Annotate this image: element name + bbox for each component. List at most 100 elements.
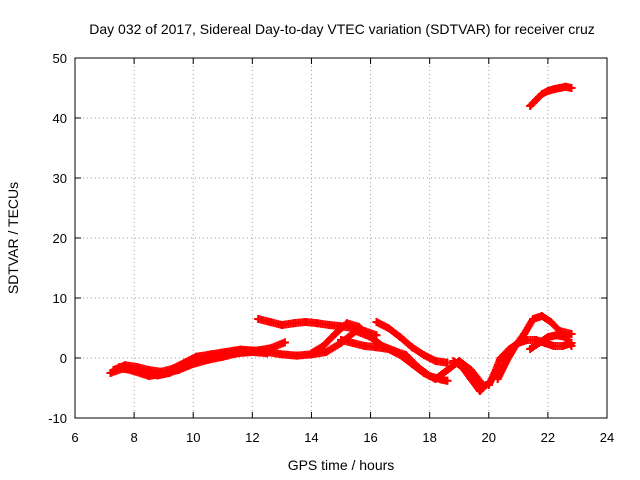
data-point	[537, 312, 546, 320]
data-point	[319, 342, 328, 350]
data-point	[322, 348, 331, 356]
x-tick-label: 12	[245, 430, 259, 445]
y-tick-label: 10	[53, 291, 67, 306]
data-point	[449, 357, 458, 365]
x-tick-label: 8	[130, 430, 137, 445]
data-point	[529, 315, 538, 323]
data-point	[567, 84, 576, 92]
y-axis-label: SDTVAR / TECUs	[5, 182, 21, 294]
y-tick-label: 0	[60, 351, 67, 366]
data-point	[159, 369, 168, 378]
series-track-3	[115, 348, 272, 380]
data-point	[537, 90, 546, 98]
data-point	[372, 318, 381, 326]
data-point	[502, 357, 511, 365]
data-point	[233, 349, 242, 358]
data-point	[174, 366, 183, 374]
data-point	[396, 333, 405, 341]
data-point	[419, 351, 428, 359]
data-point	[458, 363, 467, 371]
data-point	[419, 369, 428, 377]
data-point	[292, 351, 301, 360]
chart-title: Day 032 of 2017, Sidereal Day-to-day VTE…	[89, 21, 595, 37]
data-point	[475, 387, 484, 395]
data-point	[523, 336, 532, 344]
x-tick-label: 20	[482, 430, 496, 445]
series-track-11	[526, 331, 576, 353]
data-point	[532, 96, 541, 104]
data-point	[567, 330, 576, 338]
data-point	[407, 360, 416, 368]
y-tick-labels: -10 0 10 20 30 40 50	[48, 51, 67, 426]
data-point	[567, 342, 576, 350]
y-tick-label: 30	[53, 171, 67, 186]
data-point	[384, 345, 393, 353]
data-point	[431, 375, 440, 383]
data-point	[443, 358, 452, 367]
data-point	[263, 349, 272, 358]
data-point	[443, 376, 452, 385]
data-point	[520, 330, 529, 338]
data-point	[407, 343, 416, 352]
data-point	[266, 344, 275, 353]
x-tick-label: 6	[71, 430, 78, 445]
data-point	[189, 360, 198, 368]
tick-marks	[74, 57, 608, 419]
data-point	[384, 324, 393, 332]
data-point	[535, 339, 544, 347]
data-point	[348, 339, 357, 347]
x-tick-label: 18	[422, 430, 436, 445]
series-track-8	[449, 357, 490, 395]
data-point	[277, 321, 286, 329]
data-point	[511, 342, 520, 350]
y-tick-label: -10	[48, 411, 67, 426]
data-point	[277, 350, 286, 359]
data-point	[396, 351, 405, 359]
data-point	[204, 355, 212, 364]
data-point	[331, 330, 340, 338]
data-point	[254, 315, 263, 323]
data-point	[248, 348, 257, 356]
data-point	[372, 343, 381, 352]
data-point	[552, 331, 561, 340]
data-point	[561, 333, 570, 341]
data-point	[301, 318, 310, 326]
x-tick-label: 22	[541, 430, 555, 445]
data-point	[496, 354, 505, 362]
data-point	[366, 333, 375, 341]
data-point	[289, 319, 298, 328]
data-point	[266, 318, 275, 326]
data-point	[325, 321, 334, 329]
data-point	[549, 342, 558, 350]
data-point	[555, 84, 564, 92]
data-point	[337, 336, 345, 344]
x-tick-label: 10	[186, 430, 200, 445]
series-track-6	[372, 318, 452, 367]
series-track-10	[493, 312, 576, 383]
data-point	[313, 319, 322, 328]
x-tick-label: 14	[304, 430, 318, 445]
data-point	[543, 87, 552, 95]
x-tick-label: 16	[363, 430, 377, 445]
data-point	[543, 333, 552, 341]
data-point	[280, 338, 289, 347]
y-tick-label: 40	[53, 111, 67, 126]
x-axis-label: GPS time / hours	[288, 457, 395, 473]
data-point	[130, 367, 139, 376]
data-point	[493, 375, 502, 383]
y-tick-label: 50	[53, 51, 67, 66]
data-point	[467, 375, 476, 383]
data-point	[526, 102, 535, 110]
data-point	[144, 372, 153, 380]
data-point	[549, 85, 558, 94]
data-point	[484, 381, 493, 389]
data-point	[467, 366, 476, 374]
series-track-12	[526, 82, 576, 110]
data-point	[115, 363, 124, 371]
data-point	[307, 349, 316, 358]
data-point	[342, 319, 351, 328]
grid-lines	[75, 58, 607, 418]
data-series-group	[106, 82, 576, 395]
data-point	[561, 82, 570, 91]
